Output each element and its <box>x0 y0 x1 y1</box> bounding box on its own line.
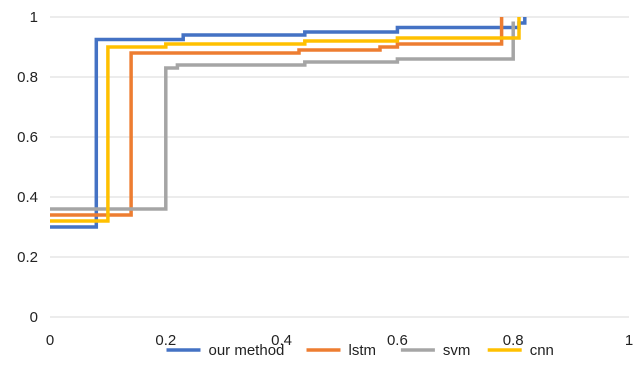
series-line-cnn <box>50 17 521 223</box>
series-line-lstm <box>50 17 504 217</box>
legend-label: cnn <box>530 342 554 359</box>
series-line-svm <box>50 21 515 211</box>
legend-label: our method <box>209 342 285 359</box>
legend-item-our-method: our method <box>166 342 285 359</box>
legend-label: svm <box>443 342 471 359</box>
y-tick-label: 0.8 <box>17 69 38 86</box>
series-lines <box>50 17 527 229</box>
y-axis-ticks: 0 0.2 0.4 0.6 0.8 1 <box>17 9 38 326</box>
gridlines <box>50 16 629 318</box>
y-tick-label: 0.2 <box>17 249 38 266</box>
x-tick-label: 0.6 <box>387 332 408 349</box>
y-tick-label: 0 <box>30 309 38 326</box>
x-tick-label: 0.8 <box>503 332 524 349</box>
legend-item-svm: svm <box>400 342 471 359</box>
y-tick-label: 0.4 <box>17 189 38 206</box>
x-tick-label: 0.2 <box>155 332 176 349</box>
legend-label: lstm <box>349 342 377 359</box>
y-tick-label: 1 <box>30 9 38 26</box>
legend: our method lstm svm cnn <box>166 342 554 359</box>
x-tick-label: 0.4 <box>271 332 292 349</box>
legend-item-cnn: cnn <box>487 342 554 359</box>
x-tick-label: 1 <box>625 332 633 349</box>
x-axis-ticks: 0 0.2 0.4 0.6 0.8 1 <box>46 332 633 349</box>
x-tick-label: 0 <box>46 332 54 349</box>
legend-item-lstm: lstm <box>306 342 377 359</box>
y-tick-label: 0.6 <box>17 129 38 146</box>
